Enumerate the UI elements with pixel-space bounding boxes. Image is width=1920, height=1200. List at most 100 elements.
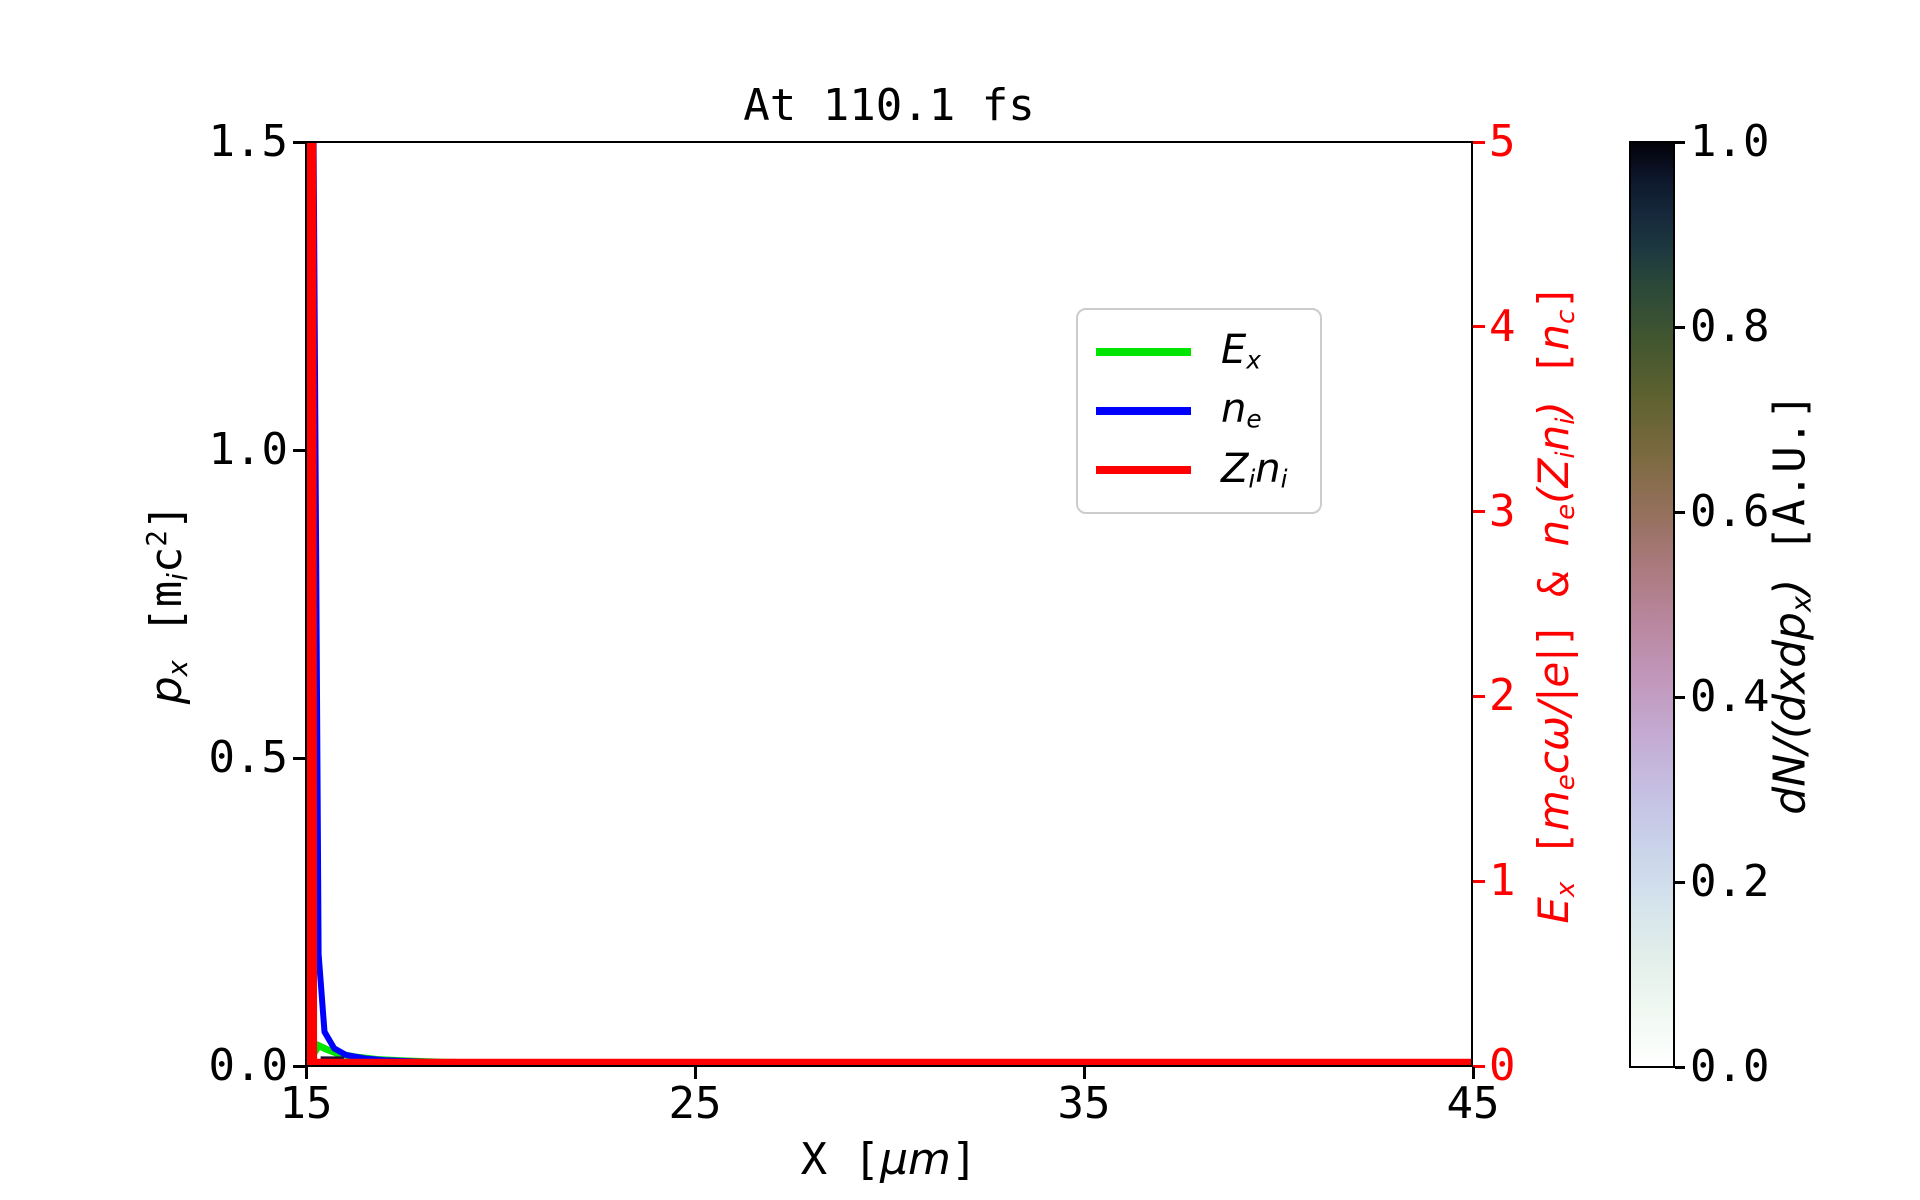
legend-item-ne: ne bbox=[1096, 389, 1320, 432]
label-segment: i bbox=[162, 573, 194, 581]
colorbar-tick-label: 0.8 bbox=[1690, 301, 1770, 352]
y-left-tick-label: 0.5 bbox=[208, 732, 288, 783]
y-right-tick-mark bbox=[1473, 325, 1485, 329]
y-right-tick-mark bbox=[1473, 694, 1485, 698]
y-left-tick-label: 1.0 bbox=[208, 424, 288, 475]
x-tick-label: 45 bbox=[1446, 1078, 1500, 1129]
label-segment: x bbox=[162, 660, 194, 677]
label-segment: n bbox=[1529, 424, 1579, 452]
label-segment: m bbox=[1529, 790, 1579, 832]
x-tick-mark bbox=[304, 1067, 308, 1079]
label-segment: ] bbox=[950, 1134, 978, 1185]
colorbar-tick-label: 0.2 bbox=[1690, 856, 1770, 907]
y-right-tick-label: 5 bbox=[1489, 116, 1516, 167]
y-left-tick-mark bbox=[293, 448, 305, 452]
y-left-tick-mark bbox=[293, 756, 305, 760]
label-segment: ( bbox=[1529, 487, 1579, 504]
label-segment: i bbox=[1280, 464, 1288, 494]
colorbar-label: dN/(dxdpx) [A.U.] bbox=[1764, 393, 1818, 814]
curves-svg bbox=[307, 143, 1471, 1065]
label-segment: ) bbox=[1529, 401, 1579, 418]
label-segment: c bbox=[140, 546, 192, 574]
label-segment: X [ bbox=[800, 1134, 881, 1185]
colorbar-tick-mark bbox=[1675, 510, 1685, 514]
label-segment: ) bbox=[1764, 578, 1816, 596]
curve-zini bbox=[307, 143, 1471, 1065]
x-tick-label: 25 bbox=[668, 1078, 722, 1129]
label-segment: [ bbox=[1529, 350, 1579, 402]
y-right-tick-mark bbox=[1473, 879, 1485, 883]
label-segment: ] bbox=[140, 503, 192, 531]
label-segment: μm bbox=[880, 1134, 951, 1185]
label-segment: c bbox=[1550, 309, 1581, 324]
y-left-axis-label: px [mic2] bbox=[140, 503, 194, 705]
label-segment: [A.U.] bbox=[1764, 393, 1816, 579]
legend-item-Ex: Ex bbox=[1096, 330, 1320, 373]
plot-area: Ex ne Zini bbox=[305, 141, 1473, 1067]
y-right-tick-label: 3 bbox=[1489, 485, 1516, 537]
legend-item-Zini: Zini bbox=[1096, 449, 1320, 492]
colorbar-tick-label: 0.4 bbox=[1690, 671, 1770, 722]
colorbar-tick-mark bbox=[1675, 325, 1685, 329]
y-right-tick-mark bbox=[1473, 140, 1485, 144]
label-segment: ] bbox=[1529, 284, 1579, 310]
label-segment: n bbox=[1221, 386, 1247, 433]
legend: Ex ne Zini bbox=[1076, 308, 1322, 514]
label-segment: i bbox=[1550, 417, 1581, 425]
label-segment: [m bbox=[140, 580, 192, 661]
label-segment: ] & bbox=[1529, 546, 1579, 648]
x-tick-label: 35 bbox=[1057, 1078, 1111, 1129]
y-right-tick-mark bbox=[1473, 1064, 1485, 1068]
label-segment: /( bbox=[1764, 721, 1816, 754]
label-segment: n bbox=[1255, 445, 1281, 492]
label-segment: p bbox=[140, 676, 192, 705]
legend-line-swatch bbox=[1096, 466, 1191, 475]
legend-line-swatch bbox=[1096, 347, 1191, 356]
x-tick-label: 15 bbox=[279, 1078, 333, 1129]
colorbar-tick-mark bbox=[1675, 140, 1685, 144]
label-segment: e bbox=[1246, 404, 1262, 434]
label-segment: x bbox=[1550, 881, 1581, 898]
chart-title: At 110.1 fs bbox=[743, 80, 1035, 131]
legend-label: Zini bbox=[1221, 449, 1288, 492]
y-left-tick-mark bbox=[293, 140, 305, 144]
y-right-tick-label: 0 bbox=[1489, 1040, 1516, 1091]
y-right-tick-label: 1 bbox=[1489, 855, 1516, 907]
y-left-tick-mark bbox=[293, 1064, 305, 1068]
legend-label: Ex bbox=[1221, 330, 1261, 373]
label-segment: 2 bbox=[141, 530, 173, 547]
y-right-tick-label: 2 bbox=[1489, 670, 1516, 722]
colorbar-tick-label: 0.6 bbox=[1690, 486, 1770, 537]
x-tick-mark bbox=[1471, 1067, 1475, 1079]
label-segment: e bbox=[1550, 774, 1581, 791]
label-segment: Z bbox=[1529, 458, 1579, 488]
colorbar-tick-label: 0.0 bbox=[1690, 1041, 1770, 1092]
legend-line-swatch bbox=[1096, 407, 1191, 415]
label-segment: cω bbox=[1529, 715, 1579, 775]
label-segment: /|e| bbox=[1529, 647, 1579, 716]
label-segment: n bbox=[1529, 519, 1579, 547]
label-segment: i bbox=[1550, 451, 1581, 459]
label-segment: [ bbox=[1529, 831, 1579, 882]
label-segment: dxdp bbox=[1764, 612, 1816, 722]
colorbar-tick-label: 1.0 bbox=[1690, 116, 1770, 167]
y-right-tick-mark bbox=[1473, 510, 1485, 514]
colorbar-tick-mark bbox=[1675, 695, 1685, 699]
label-segment: n bbox=[1529, 323, 1579, 351]
y-left-tick-label: 0.0 bbox=[208, 1040, 288, 1091]
label-segment: E bbox=[1529, 897, 1579, 924]
y-right-tick-label: 4 bbox=[1489, 300, 1516, 352]
y-right-axis-label: Ex [mecω/|e|] & ne(Zini) [nc] bbox=[1529, 284, 1581, 923]
label-segment: x bbox=[1786, 595, 1818, 613]
label-segment: e bbox=[1550, 503, 1581, 520]
label-segment: x bbox=[1246, 345, 1261, 375]
label-segment: Z bbox=[1221, 445, 1249, 492]
colorbar-tick-mark bbox=[1675, 880, 1685, 884]
legend-label: ne bbox=[1221, 389, 1262, 432]
label-segment: dN bbox=[1764, 753, 1816, 815]
colorbar bbox=[1629, 141, 1675, 1068]
y-left-tick-label: 1.5 bbox=[208, 116, 288, 167]
curve-ne bbox=[307, 143, 1471, 1065]
x-tick-mark bbox=[693, 1067, 697, 1079]
